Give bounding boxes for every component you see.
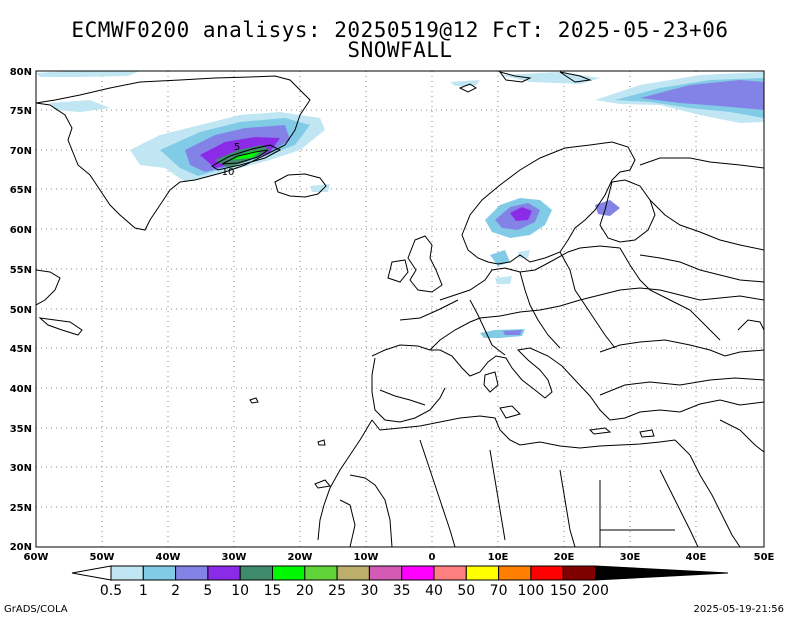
- colorbar-swatch: [272, 565, 306, 581]
- snowfall-shading: [36, 71, 764, 338]
- lat-label: 50N: [10, 305, 32, 316]
- lat-label: 40N: [10, 384, 32, 395]
- snowfall-contours: [211, 144, 282, 171]
- colorbar-swatch: [207, 565, 241, 581]
- lon-label: 10E: [488, 552, 509, 563]
- lon-label: 40W: [156, 552, 181, 563]
- lon-label: 40E: [686, 552, 707, 563]
- colorbar-tick-label: 50: [457, 583, 476, 599]
- lon-label: 0: [429, 552, 436, 563]
- lat-label: 55N: [10, 265, 32, 276]
- coastlines: [36, 71, 764, 547]
- lat-label: 60N: [10, 225, 32, 236]
- lat-label: 65N: [10, 185, 32, 196]
- colorbar-swatch: [175, 565, 209, 581]
- colorbar-tick-label: 10: [231, 583, 250, 599]
- colorbar-tick-label: 5: [203, 583, 213, 599]
- colorbar-swatch: [142, 565, 177, 581]
- colorbar-tick-label: 70: [489, 583, 508, 599]
- colorbar-tick-label: 35: [392, 583, 411, 599]
- lon-label: 60W: [24, 552, 49, 563]
- longitude-labels: 60W 50W 40W 30W 20W 10W 0 10E 20E 30E 40…: [24, 552, 775, 563]
- lat-label: 80N: [10, 67, 32, 78]
- colorbar-under-triangle: [71, 565, 112, 581]
- lat-label: 30N: [10, 463, 32, 474]
- lon-label: 50E: [754, 552, 775, 563]
- lat-label: 70N: [10, 146, 32, 157]
- colorbar-over-triangle: [595, 565, 729, 581]
- latitude-labels: 20N 25N 30N 35N 40N 45N 50N 55N 60N 65N …: [10, 67, 32, 553]
- footer-timestamp: 2025-05-19-21:56: [693, 604, 784, 615]
- contour-label-5: 5: [234, 142, 240, 153]
- colorbar-swatch: [433, 565, 467, 581]
- colorbar-tick-label: 0.5: [99, 583, 123, 599]
- lon-label: 20W: [288, 552, 313, 563]
- colorbar-tick-label: 1: [138, 583, 148, 599]
- footer-credit: GrADS/COLA: [4, 604, 68, 615]
- colorbar-tick-label: 30: [360, 583, 379, 599]
- lon-label: 10W: [354, 552, 379, 563]
- colorbar-swatch: [498, 565, 532, 581]
- colorbar-swatch: [465, 565, 500, 581]
- colorbar-swatch: [304, 565, 338, 581]
- colorbar: [71, 565, 729, 581]
- colorbar-swatch: [239, 565, 273, 581]
- lat-label: 25N: [10, 503, 32, 514]
- colorbar-swatch: [401, 565, 435, 581]
- contour-label-10: 10: [222, 167, 235, 178]
- lat-label: 75N: [10, 106, 32, 117]
- lat-label: 35N: [10, 424, 32, 435]
- lat-label: 20N: [10, 542, 32, 553]
- colorbar-tick-label: 15: [263, 583, 282, 599]
- colorbar-swatch: [110, 565, 144, 581]
- colorbar-tick-label: 20: [295, 583, 314, 599]
- lat-label: 45N: [10, 344, 32, 355]
- lon-label: 50W: [90, 552, 115, 563]
- map-grid: [36, 71, 764, 547]
- colorbar-swatch: [562, 565, 597, 581]
- map-subtitle: SNOWFALL: [347, 38, 453, 62]
- colorbar-tick-label: 2: [171, 583, 181, 599]
- colorbar-swatch: [530, 565, 564, 581]
- colorbar-tick-label: 100: [517, 583, 545, 599]
- lon-label: 30W: [222, 552, 247, 563]
- colorbar-tick-label: 40: [425, 583, 443, 599]
- map-title: ECMWF0200 analisys: 20250519@12 FcT: 202…: [71, 18, 729, 42]
- colorbar-tick-label: 200: [582, 583, 609, 599]
- lon-label: 30E: [620, 552, 641, 563]
- lon-label: 20E: [554, 552, 575, 563]
- colorbar-tick-label: 150: [549, 583, 577, 599]
- colorbar-swatch: [336, 565, 370, 581]
- colorbar-swatch: [368, 565, 403, 581]
- colorbar-tick-label: 25: [328, 583, 347, 599]
- map-frame: [35, 70, 765, 548]
